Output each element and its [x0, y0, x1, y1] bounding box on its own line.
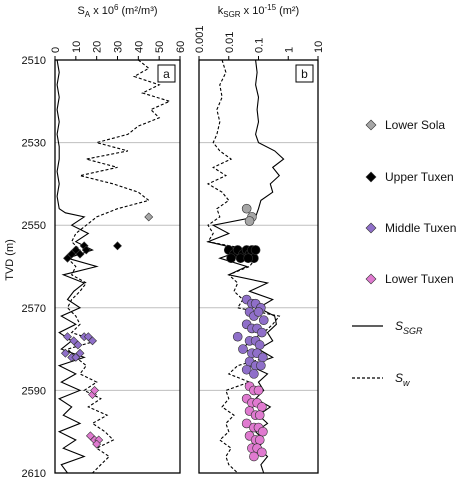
tvd-tick-label: 2570	[22, 303, 46, 315]
marker-upper-tuxen	[243, 253, 253, 264]
panel-b-permeability: 0.001 0.01 0.1 1 10 kSGR x 10-15 (m²) b	[194, 3, 325, 474]
marker-middle-tuxen	[258, 352, 268, 363]
legend-label-middle-tuxen: Middle Tuxen	[385, 221, 456, 235]
marker-lower-tuxen	[241, 418, 252, 429]
marker-upper-tuxen	[226, 253, 236, 264]
series-line-s-w	[206, 60, 281, 473]
x-tick-label: 20	[92, 41, 104, 53]
legend-marker-middle-tuxen	[365, 222, 377, 234]
marker-lower-tuxen	[92, 439, 102, 449]
panel-label-box	[157, 64, 176, 83]
x-tick-label: 40	[133, 41, 145, 53]
x-tick-label: 0.1	[254, 38, 266, 53]
marker-lower-tuxen	[257, 447, 267, 458]
x-tick-label: 10	[71, 41, 83, 53]
legend-marker-upper-tuxen	[365, 171, 377, 183]
x-tick-label: 10	[313, 41, 325, 53]
tvd-tick-label: 2610	[22, 468, 46, 480]
marker-middle-tuxen	[249, 369, 259, 379]
x-tick-label: 30	[113, 41, 125, 53]
x-tick-label: 0.001	[194, 25, 206, 53]
tvd-tick-label: 2510	[22, 55, 46, 67]
x-axis-title: SA x 106 (m²/m³)	[77, 3, 157, 19]
x-tick-label: 60	[175, 41, 187, 53]
tvd-axis: 2510 2530 2550 2570 2590 2610	[22, 55, 46, 480]
chart-legend: Lower Sola Upper Tuxen Middle Tuxen Lower T…	[352, 118, 456, 388]
x-tick-label: 1	[283, 47, 295, 53]
legend-marker-lower-tuxen	[365, 273, 377, 285]
legend-label-lower-tuxen: Lower Tuxen	[385, 272, 454, 286]
marker-upper-tuxen	[81, 245, 91, 255]
panel-a-surface-area: 0 10 20 30 40 50 60 SA x 106 (m²/m³) a	[50, 3, 187, 474]
marker-middle-tuxen	[241, 364, 252, 375]
tvd-tick-label: 2590	[22, 385, 46, 397]
marker-lower-tuxen	[254, 410, 265, 420]
tvd-axis-label: TVD (m)	[4, 239, 16, 281]
legend-marker-lower-sola	[365, 119, 377, 131]
x-tick-label: 0	[50, 47, 62, 53]
legend-label-upper-tuxen: Upper Tuxen	[385, 170, 454, 184]
marker-middle-tuxen	[238, 344, 248, 354]
marker-lower-tuxen	[253, 385, 264, 396]
panel-label: b	[301, 67, 308, 81]
marker-lower-tuxen	[90, 385, 100, 395]
series-line-s-sgr	[206, 60, 285, 473]
marker-middle-tuxen	[253, 307, 264, 317]
marker-lower-tuxen	[257, 402, 267, 412]
marker-lower-tuxen	[258, 426, 268, 437]
marker-middle-tuxen	[73, 340, 83, 350]
marker-middle-tuxen	[75, 348, 85, 358]
panel-label-box	[295, 64, 314, 83]
marker-lower-tuxen	[254, 435, 265, 445]
marker-middle-tuxen	[63, 332, 72, 342]
marker-lower-tuxen	[249, 451, 259, 462]
marker-middle-tuxen	[60, 348, 70, 358]
marker-middle-tuxen	[258, 315, 269, 325]
panel-frame	[54, 59, 181, 474]
marker-middle-tuxen	[88, 336, 97, 346]
marker-lower-sola	[244, 216, 255, 226]
marker-upper-tuxen	[250, 245, 261, 255]
marker-lower-sola	[241, 203, 252, 214]
marker-upper-tuxen	[113, 241, 122, 251]
x-axis-title: kSGR x 10-15 (m²)	[218, 3, 299, 19]
x-tick-label: 50	[154, 41, 166, 53]
marker-middle-tuxen	[232, 331, 243, 342]
marker-upper-tuxen	[75, 249, 85, 259]
marker-middle-tuxen	[257, 327, 267, 338]
legend-label-s-sgr: SSGR	[395, 319, 423, 336]
tvd-tick-label: 2530	[22, 138, 46, 150]
series-line-s-sgr	[56, 60, 99, 473]
series-line-s-w	[66, 60, 172, 473]
panel-label: a	[163, 67, 170, 81]
marker-middle-tuxen	[254, 340, 265, 350]
legend-label-s-w: Sw	[395, 371, 410, 388]
marker-middle-tuxen	[256, 360, 266, 371]
tvd-tick-label: 2550	[22, 220, 46, 232]
legend-label-lower-sola: Lower Sola	[385, 118, 445, 132]
x-tick-label: 0.01	[224, 32, 236, 53]
marker-lower-sola	[144, 212, 154, 222]
